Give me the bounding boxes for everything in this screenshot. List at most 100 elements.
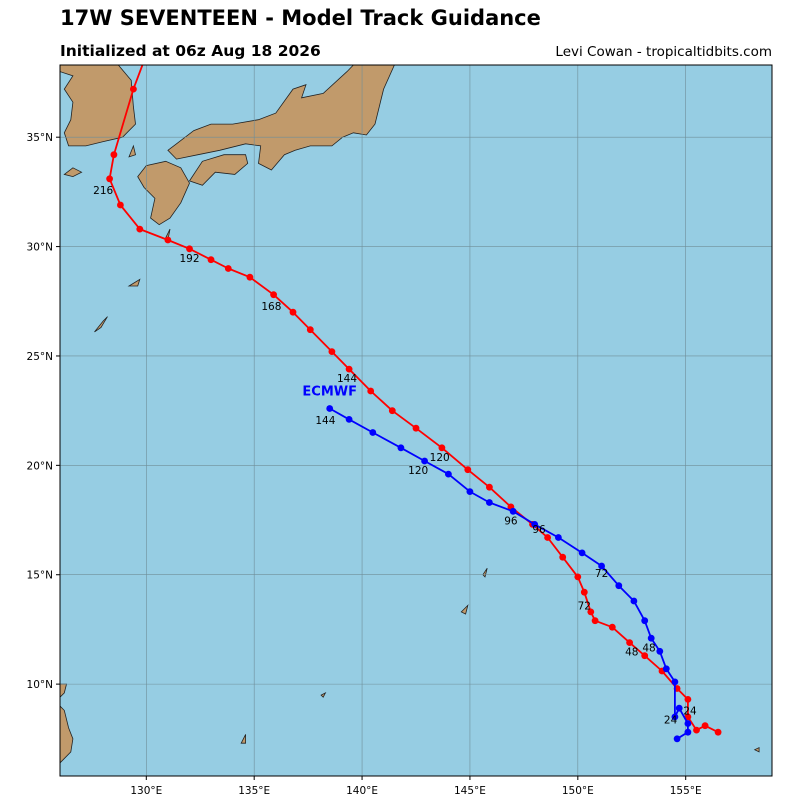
track-point [306, 326, 314, 334]
track-point [388, 407, 396, 415]
track-point [438, 444, 446, 452]
track-point [671, 713, 679, 721]
track-point [224, 265, 232, 272]
track-point [466, 488, 474, 495]
land-shikoku [188, 154, 249, 186]
track-point [130, 85, 137, 93]
forecast-hour-label: 192 [179, 253, 199, 265]
track-point [641, 617, 649, 625]
track-point [684, 713, 692, 721]
lon-tick-label: 140°E [346, 785, 378, 797]
forecast-hour-label: 120 [430, 452, 450, 464]
track-point [486, 483, 493, 491]
track-point [141, 57, 148, 64]
track-point [608, 623, 616, 631]
track-point [326, 405, 334, 412]
track-point [164, 236, 172, 244]
forecast-hour-label: 24 [664, 715, 678, 727]
land-palau [240, 734, 247, 744]
track-point [591, 617, 599, 625]
forecast-hour-label: 144 [337, 373, 357, 385]
lon-tick-label: 145°E [454, 785, 486, 797]
grid-layer [60, 65, 772, 776]
land-jeju [63, 167, 83, 178]
lat-tick-label: 10°N [27, 679, 53, 691]
lon-tick-label: 135°E [238, 785, 270, 797]
track-point [578, 549, 586, 557]
forecast-hour-label: 72 [578, 601, 591, 613]
track-point [412, 424, 420, 432]
track-point [656, 647, 664, 655]
land-amami [127, 278, 141, 287]
track-point [345, 365, 353, 373]
land-okinawa [94, 316, 108, 333]
lat-tick-label: 20°N [27, 460, 53, 472]
chart-subtitle: Initialized at 06z Aug 18 2026 [60, 42, 321, 60]
track-point [136, 225, 144, 233]
track-point [662, 665, 670, 673]
lon-tick-label: 130°E [130, 785, 162, 797]
track-point [574, 573, 582, 581]
chart-title: 17W SEVENTEEN - Model Track Guidance [60, 6, 541, 30]
tick-layer: 130°E 135°E 140°E 145°E 150°E 155°E 10°N 15°N 20… [27, 132, 702, 797]
track-point [701, 722, 709, 730]
track-point [544, 534, 551, 541]
track-point [486, 499, 493, 506]
track-point [559, 553, 567, 561]
lat-tick-label: 30°N [27, 242, 53, 254]
track-point [117, 201, 124, 209]
track-point [369, 429, 377, 436]
label-layer: 2448729612014416819221624487296120144ECM… [93, 185, 697, 726]
forecast-hour-label: 144 [315, 415, 335, 427]
track-point [328, 348, 336, 355]
track-point [464, 466, 472, 474]
lon-tick-label: 150°E [562, 785, 594, 797]
track-point [714, 728, 722, 736]
track-point [641, 652, 649, 660]
track-point [615, 582, 623, 590]
track-point [367, 387, 375, 395]
track-point [397, 444, 405, 452]
model-label: ECMWF [302, 384, 357, 399]
lat-tick-label: 35°N [27, 132, 53, 144]
track-point [626, 639, 633, 646]
track-point [671, 678, 679, 686]
forecast-hour-label: 72 [595, 568, 608, 580]
land-tiny2 [320, 691, 327, 698]
forecast-hour-label: 96 [532, 524, 546, 536]
track-point [630, 597, 638, 605]
track-point [598, 562, 605, 570]
track-point [445, 470, 452, 478]
track-point [673, 735, 681, 743]
track-point [421, 457, 428, 465]
track-layer [106, 57, 722, 743]
track-line-0 [108, 65, 719, 734]
credit-text: Levi Cowan - tropicaltidbits.com [555, 44, 772, 60]
track-point [246, 273, 254, 281]
plot-frame [59, 64, 773, 777]
forecast-hour-label: 24 [683, 706, 697, 718]
track-point [684, 720, 692, 727]
forecast-hour-label: 168 [261, 301, 281, 313]
track-point [587, 608, 595, 616]
track-point [110, 151, 118, 159]
track-point [684, 696, 692, 703]
track-point [580, 588, 588, 596]
track-point [675, 704, 683, 712]
track-point [289, 308, 297, 316]
forecast-hour-label: 120 [408, 465, 428, 477]
land-tsushima [128, 144, 136, 158]
track-point [509, 507, 517, 515]
forecast-hour-label: 48 [625, 647, 638, 659]
land-tiny1 [753, 746, 760, 753]
track-point [207, 256, 215, 264]
track-point [647, 634, 655, 642]
land-guam [460, 604, 469, 615]
track-point [106, 175, 113, 183]
land-kyushu [137, 160, 190, 226]
forecast-hour-label: 96 [504, 515, 518, 527]
track-point [555, 534, 562, 541]
forecast-hour-label: 48 [642, 642, 655, 654]
track-point [531, 521, 539, 528]
